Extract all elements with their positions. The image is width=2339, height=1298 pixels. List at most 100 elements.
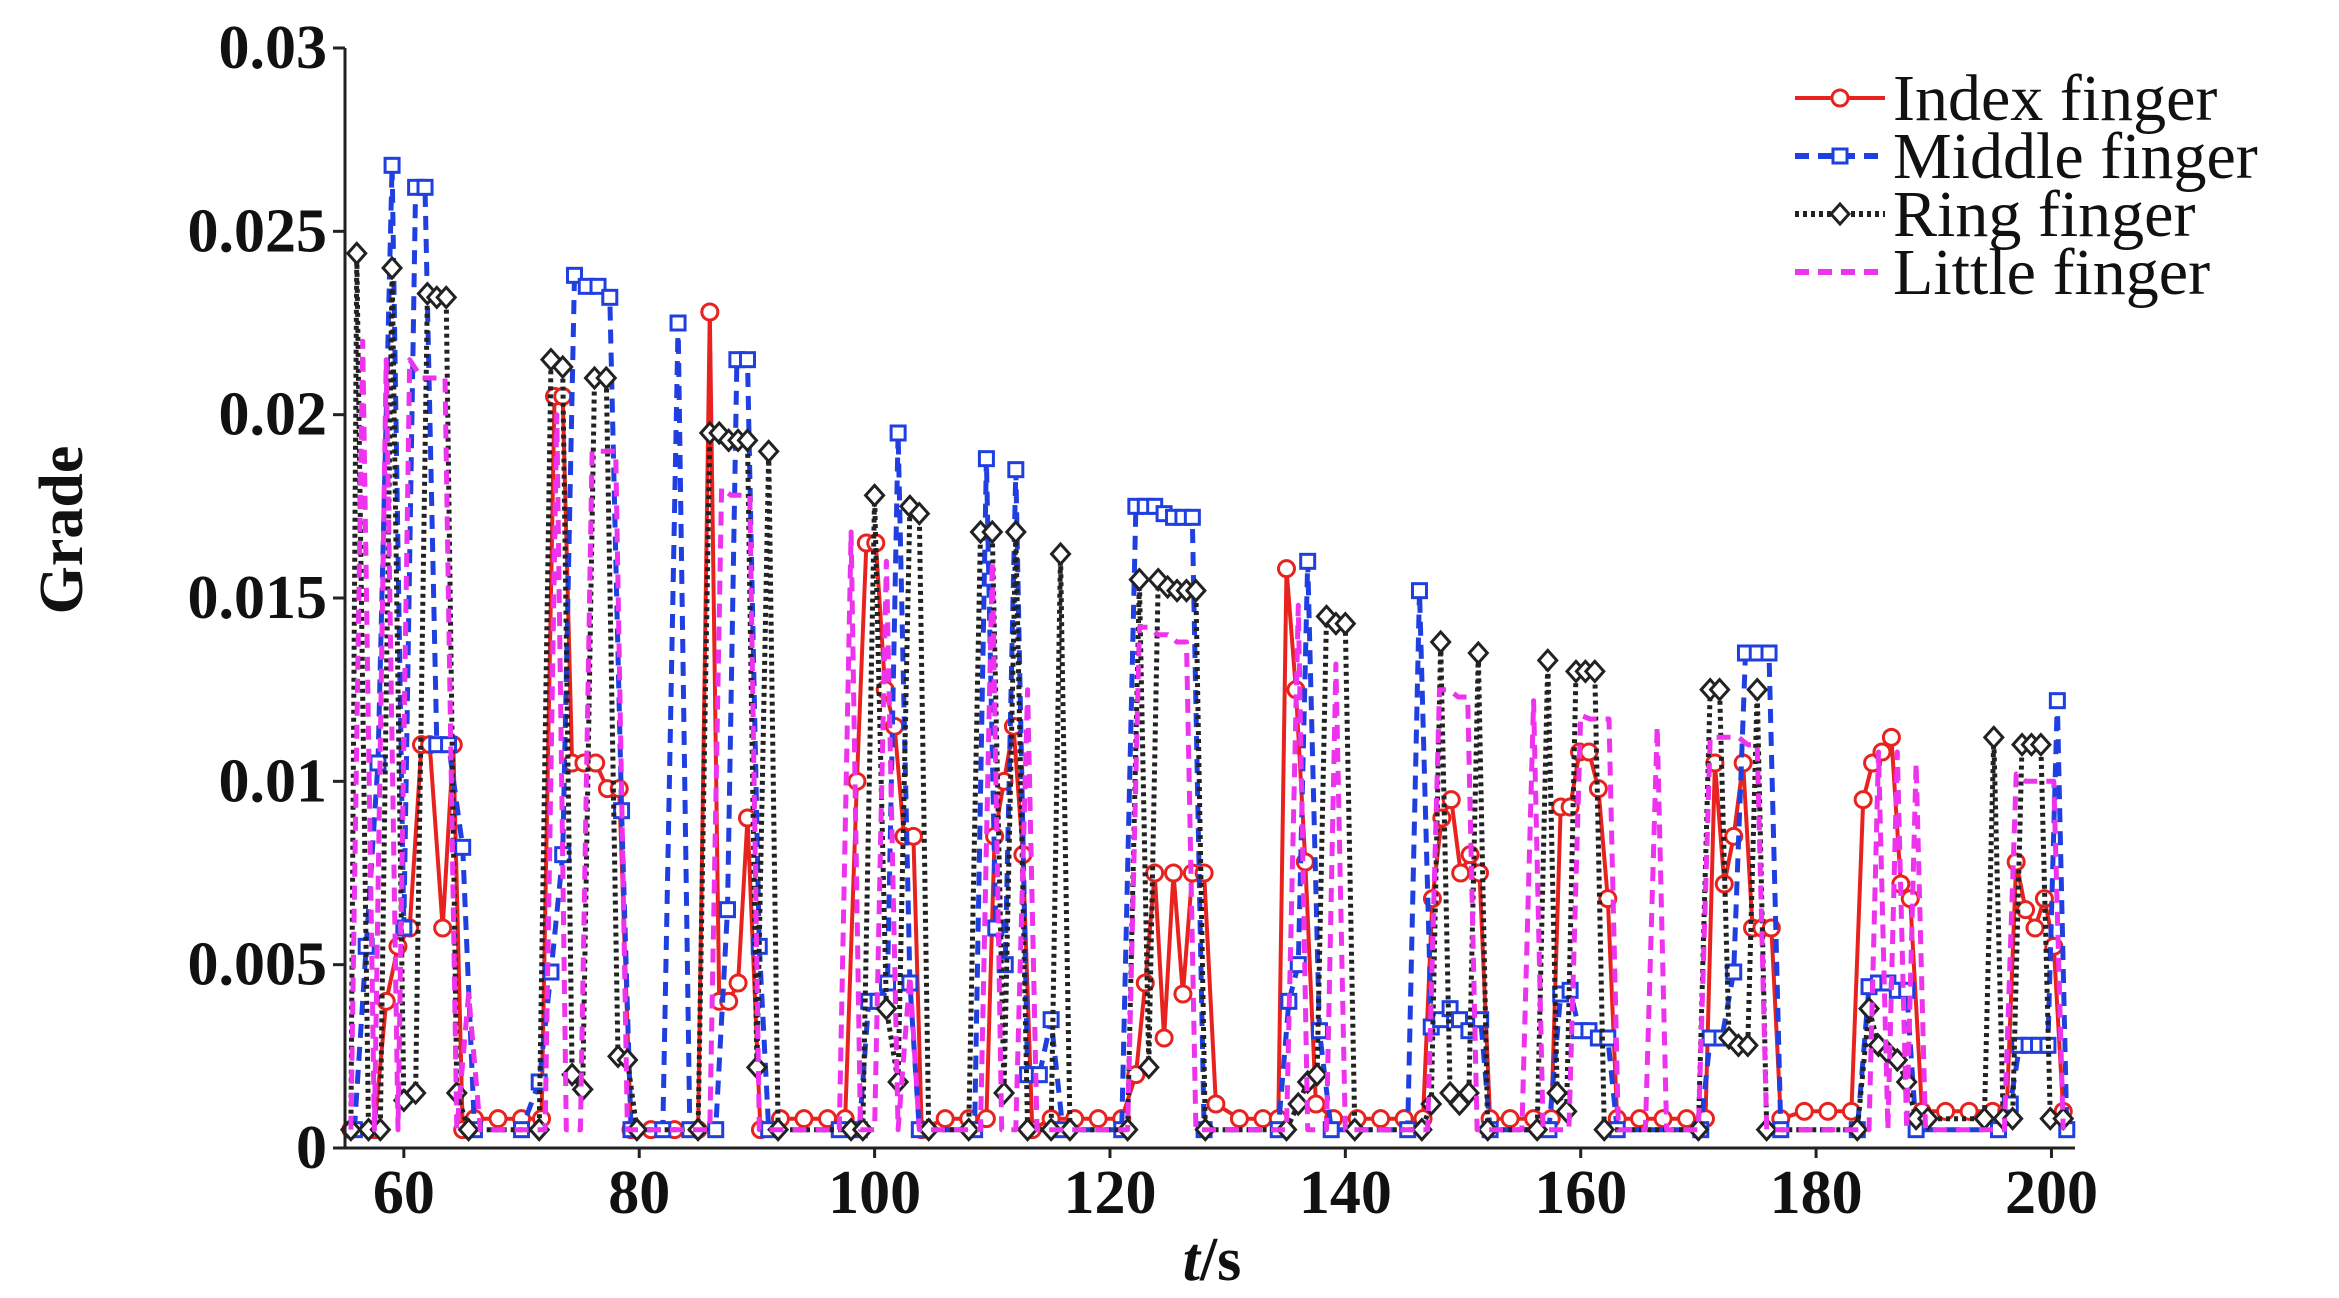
data-point [435, 285, 458, 310]
data-point [889, 424, 907, 442]
data-point [1287, 1091, 1310, 1117]
data-point [1653, 1109, 1673, 1129]
data-point [457, 1117, 480, 1142]
x-tick-label: 160 [1534, 1159, 1627, 1227]
data-point [908, 501, 931, 526]
legend-marker [1828, 201, 1852, 227]
data-point [1959, 1101, 1979, 1121]
data-point [1049, 541, 1072, 567]
data-point [1007, 461, 1025, 479]
data-point [345, 241, 368, 266]
data-point [1714, 874, 1734, 894]
y-axis-title: Grade [28, 446, 96, 615]
data-point [601, 288, 619, 306]
x-tick-label: 200 [2005, 1159, 2098, 1227]
data-point [1476, 1117, 1499, 1142]
x-tick-label: 100 [828, 1159, 921, 1227]
data-point [1128, 567, 1151, 592]
data-point [1173, 984, 1193, 1004]
data-point [1536, 648, 1559, 673]
data-point [1583, 659, 1606, 684]
data-point [416, 178, 434, 196]
data-point [1147, 567, 1170, 592]
data-point [794, 1109, 814, 1129]
data-point [981, 519, 1004, 545]
data-point [1853, 790, 1873, 810]
data-point [1916, 1106, 1939, 1131]
data-point [917, 1117, 940, 1142]
legend-label: Index finger [1893, 62, 2217, 135]
data-point [433, 918, 453, 938]
data-point [1441, 790, 1461, 810]
data-point [1794, 1101, 1814, 1121]
legend-item-ring-finger: Ring finger [1795, 178, 2195, 251]
data-point [1982, 725, 2005, 750]
legend-item-middle-finger: Middle finger [1795, 120, 2258, 193]
data-point [1275, 1117, 1298, 1142]
series-ring-finger [339, 241, 2075, 1142]
data-point [757, 439, 780, 464]
data-point [1410, 582, 1428, 600]
x-axis-ticks: 60 80 100 120 140 160 180 200 [373, 1148, 2098, 1227]
legend-item-index-finger: Index finger [1795, 62, 2217, 135]
x-tick-label: 180 [1770, 1159, 1863, 1227]
x-axis-title: t/s [1183, 1226, 1242, 1294]
data-point [2025, 918, 2045, 938]
series-line [350, 310, 2066, 1132]
data-point [454, 838, 472, 856]
data-point [669, 314, 687, 332]
legend-label: Little finger [1893, 236, 2210, 309]
data-point [736, 428, 759, 453]
y-tick-label: 0 [296, 1114, 327, 1182]
data-point [700, 302, 720, 322]
x-tick-label: 120 [1063, 1159, 1156, 1227]
data-point [1371, 1109, 1391, 1129]
data-point [1760, 644, 1778, 662]
data-point [977, 450, 995, 468]
x-axis-title-symbol: t [1183, 1226, 1202, 1294]
data-point [1229, 1109, 1249, 1129]
legend-label: Ring finger [1893, 178, 2195, 251]
data-point [708, 420, 731, 446]
data-point [1818, 1101, 1838, 1121]
x-tick-label: 60 [373, 1159, 435, 1227]
data-point [1306, 1094, 1326, 1114]
data-point [383, 156, 401, 174]
y-tick-label: 0.02 [219, 381, 328, 449]
data-point [1593, 1117, 1616, 1142]
data-point [2029, 732, 2052, 757]
x-axis-title-unit: /s [1199, 1226, 1241, 1294]
data-point [1755, 1117, 1778, 1142]
data-point [1088, 1109, 1108, 1129]
y-tick-label: 0.03 [219, 14, 328, 82]
y-tick-label: 0.01 [219, 747, 328, 815]
y-tick-label: 0.015 [188, 564, 328, 632]
data-point [1126, 1065, 1146, 1085]
legend-marker [1830, 88, 1850, 108]
data-point [1206, 1094, 1226, 1114]
data-point [718, 901, 736, 919]
data-point [935, 1109, 955, 1129]
data-point [1184, 578, 1207, 603]
data-point [488, 1109, 508, 1129]
data-point [1299, 552, 1317, 570]
data-point [2034, 889, 2054, 909]
data-point [404, 1080, 427, 1106]
data-point [1546, 1080, 1569, 1106]
data-point [1687, 1117, 1710, 1142]
series-index-finger [341, 302, 2073, 1140]
data-point [1708, 677, 1731, 702]
y-tick-label: 0.025 [188, 197, 328, 265]
series-little-finger [348, 338, 2066, 1133]
data-point [1736, 1033, 1759, 1058]
data-point [1164, 863, 1184, 883]
data-point [1154, 1028, 1174, 1048]
data-point [707, 1121, 725, 1139]
data-point [1467, 640, 1490, 666]
data-point [1429, 629, 1452, 655]
data-point [1881, 727, 1901, 747]
data-point [1306, 1062, 1329, 1087]
data-point [1451, 863, 1471, 883]
data-point [381, 255, 404, 281]
